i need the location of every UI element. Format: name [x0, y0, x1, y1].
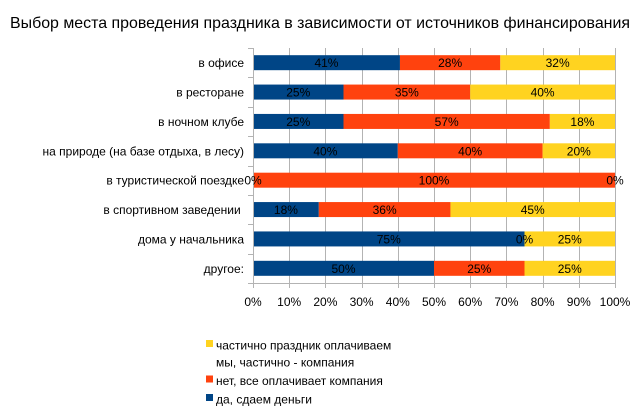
x-tick-label: 40%: [386, 295, 410, 309]
data-label: 50%: [331, 262, 355, 276]
data-labels: 41% 28% 32% 25% 35% 40% 25% 57% 18% 40% 40% 20% 0% 10…: [244, 56, 624, 276]
x-tick-label: 100%: [600, 295, 631, 309]
data-label: 40%: [458, 144, 482, 158]
x-tick-label: 0%: [244, 295, 262, 309]
bar-segment: [253, 55, 400, 71]
category-label: другое:: [204, 262, 244, 276]
x-tick-label: 60%: [458, 295, 482, 309]
category-label: в ночном клубе: [158, 115, 244, 129]
x-tick-label: 70%: [494, 295, 518, 309]
x-tick-label: 10%: [277, 295, 301, 309]
data-label: 0%: [516, 232, 534, 246]
legend-label: да, сдаем деньги: [216, 393, 312, 407]
bar-segment: [253, 172, 615, 188]
x-tick-labels: 0% 10% 20% 30% 40% 50% 60% 70% 80% 90% 100%: [244, 295, 630, 309]
bar-segment: [253, 231, 525, 247]
data-label: 36%: [373, 203, 397, 217]
x-tick-label: 80%: [531, 295, 555, 309]
category-label: в спортивном заведении: [103, 203, 244, 217]
data-label: 35%: [395, 86, 419, 100]
bar-segment: [343, 113, 550, 129]
data-label: 75%: [377, 232, 401, 246]
bar-segment: [434, 260, 525, 276]
bar-segment: [253, 113, 344, 129]
bar-segment: [500, 55, 615, 71]
bar-segment: [397, 143, 543, 159]
data-label: 41%: [314, 56, 338, 70]
data-label: 40%: [313, 144, 337, 158]
data-label: 25%: [558, 232, 582, 246]
x-tick-label: 30%: [350, 295, 374, 309]
bar-segment: [253, 202, 319, 218]
gridlines: [253, 48, 616, 288]
legend-swatch: [206, 375, 213, 383]
category-labels: в офисе в ресторане в ночном клубе на приро…: [43, 56, 245, 276]
data-label: 100%: [419, 174, 450, 188]
chart-title: Выбор места проведения праздника в завис…: [10, 15, 630, 32]
axes: [248, 48, 615, 284]
legend: частично праздник оплачиваем мы, частично…: [206, 339, 391, 407]
data-label: 25%: [286, 115, 310, 129]
category-label: в туристической поездке: [106, 174, 244, 188]
data-label: 0%: [606, 174, 624, 188]
legend-swatch: [206, 394, 213, 401]
bar-segment: [549, 113, 615, 129]
x-tick-label: 50%: [422, 295, 446, 309]
x-tick-label: 90%: [567, 295, 591, 309]
data-label: 40%: [531, 86, 555, 100]
data-label: 32%: [546, 56, 570, 70]
bar-segment: [542, 143, 615, 159]
category-label: в офисе: [198, 56, 244, 70]
bar-segment: [253, 84, 344, 100]
data-label: 18%: [274, 203, 298, 217]
data-label: 25%: [558, 262, 582, 276]
bar-segment: [524, 231, 615, 247]
category-label: на природе (на базе отдыха, в лесу): [43, 144, 244, 158]
bar-segment: [253, 260, 434, 276]
bar-segment: [399, 55, 501, 71]
data-label: 28%: [438, 56, 462, 70]
bar-segment: [343, 84, 471, 100]
data-label: 25%: [467, 262, 491, 276]
legend-label: мы, частично - компания: [216, 356, 354, 370]
bar-segment: [470, 84, 615, 100]
data-label: 20%: [567, 144, 591, 158]
data-label: 0%: [244, 174, 262, 188]
bar-segment: [318, 202, 451, 218]
x-tick-label: 20%: [313, 295, 337, 309]
category-label: в ресторане: [176, 86, 244, 100]
data-label: 25%: [286, 86, 310, 100]
legend-label: нет, все оплачивает компания: [216, 374, 383, 388]
data-label: 45%: [521, 203, 545, 217]
bar-segment: [253, 143, 398, 159]
data-label: 57%: [435, 115, 459, 129]
data-label: 18%: [570, 115, 594, 129]
bar-segment: [524, 260, 615, 276]
legend-swatch: [206, 340, 213, 347]
legend-label: частично праздник оплачиваем: [216, 339, 391, 353]
bars: [253, 55, 615, 276]
category-label: дома у начальника: [138, 232, 244, 246]
bar-segment: [450, 202, 615, 218]
